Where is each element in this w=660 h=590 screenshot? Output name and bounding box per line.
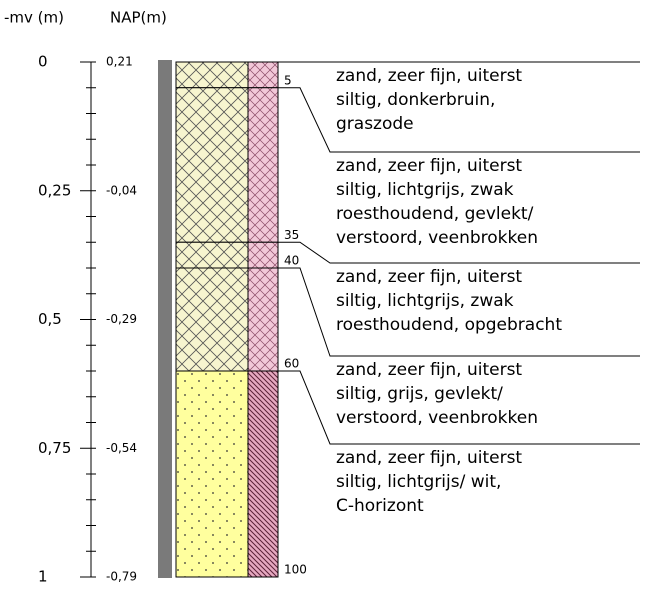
description: siltig, grijs, gevlekt/	[336, 384, 503, 404]
leader	[278, 241, 640, 264]
description: roesthoudend, gevlekt/	[336, 204, 534, 224]
soil-strip	[247, 87, 279, 243]
depth-label: 1	[38, 568, 48, 586]
boundary-label: 35	[284, 228, 299, 242]
soil-layer	[175, 241, 249, 269]
nap-label: -0,04	[106, 183, 137, 197]
soil-strip	[247, 370, 279, 578]
soil-layer	[175, 61, 249, 89]
description: siltig, lichtgrijs/ wit,	[336, 472, 501, 492]
soil-strip	[247, 241, 279, 269]
description: verstoord, veenbrokken	[336, 228, 538, 248]
leader	[278, 87, 640, 153]
description: siltig, lichtgrijs, zwak	[336, 180, 514, 200]
nap-label: -0,79	[106, 570, 137, 584]
gray-bar	[158, 60, 172, 578]
depth-title: -mv (m)	[4, 9, 64, 27]
description: siltig, lichtgrijs, zwak	[336, 291, 514, 311]
description: zand, zeer fijn, uiterst	[336, 156, 522, 176]
description: zand, zeer fijn, uiterst	[336, 267, 522, 287]
soil-layer	[175, 267, 249, 372]
nap-label: -0,29	[106, 312, 137, 326]
description: zand, zeer fijn, uiterst	[336, 360, 522, 380]
boundary-label: 60	[284, 357, 299, 371]
description: siltig, donkerbruin,	[336, 90, 495, 110]
description: graszode	[336, 114, 414, 134]
boundary-label: 40	[284, 254, 299, 268]
depth-label: 0,25	[38, 181, 71, 199]
nap-title: NAP(m)	[110, 9, 167, 27]
boundary-label: 100	[284, 563, 307, 577]
leader	[278, 370, 640, 445]
description: zand, zeer fijn, uiterst	[336, 66, 522, 86]
depth-label: 0	[38, 53, 48, 71]
soil-strip	[247, 61, 279, 89]
nap-label: 0,21	[106, 55, 133, 69]
soil-layer	[175, 87, 249, 243]
soil-layer	[175, 370, 249, 578]
depth-label: 0,75	[38, 439, 71, 457]
description: C-horizont	[336, 496, 424, 516]
depth-label: 0,5	[38, 310, 62, 328]
description: roesthoudend, opgebracht	[336, 315, 562, 335]
description: verstoord, veenbrokken	[336, 408, 538, 428]
leader	[278, 267, 640, 357]
description: zand, zeer fijn, uiterst	[336, 448, 522, 468]
soil-strip	[247, 267, 279, 372]
nap-label: -0,54	[106, 441, 137, 455]
boundary-label: 5	[284, 73, 292, 87]
